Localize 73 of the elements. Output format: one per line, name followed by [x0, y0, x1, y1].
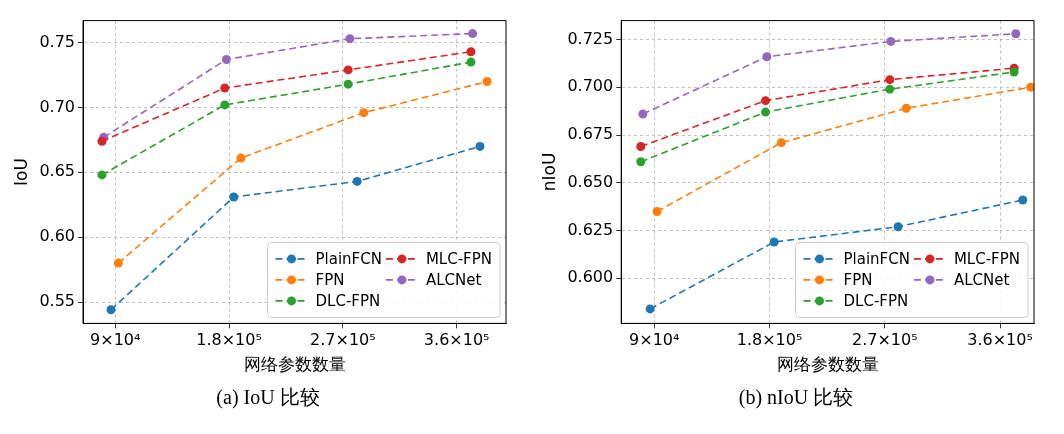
y-axis-title: nIoU: [538, 152, 559, 192]
point: [468, 29, 478, 39]
legend-label: FPN: [315, 270, 345, 289]
point: [893, 222, 903, 232]
x-tick-label: 3.6×10⁵: [967, 330, 1033, 350]
x-tick-label: 3.6×10⁵: [423, 330, 490, 350]
point: [1026, 82, 1034, 92]
point: [482, 77, 492, 87]
y-tick-label: 0.60: [39, 226, 76, 246]
point: [762, 52, 772, 62]
legend-label: MLC-FPN: [425, 249, 493, 268]
y-tick-label: 0.600: [567, 267, 614, 287]
point: [220, 83, 230, 93]
legend-label: ALCNet: [425, 270, 482, 289]
y-tick-label: 0.700: [567, 76, 614, 96]
point: [466, 57, 476, 67]
text: (b) nIoU 比较: [737, 385, 855, 411]
y-tick-label: 0.725: [567, 28, 614, 48]
y-tick-label: 0.55: [39, 291, 76, 311]
point: [475, 141, 485, 151]
y-axis-title: IoU: [10, 158, 31, 186]
point: [236, 153, 246, 163]
legend-label: ALCNet: [953, 270, 1010, 289]
text: (a) IoU 比较: [215, 385, 321, 410]
point: [466, 47, 476, 57]
x-tick-label: 1.8×10⁵: [196, 330, 262, 350]
x-axis-title: 网络参数数量: [776, 354, 879, 375]
legend-label: PlainFCN: [843, 249, 910, 268]
legend-label: DLC-FPN: [843, 291, 909, 310]
x-tick-label: 2.7×10⁵: [851, 330, 918, 350]
point: [343, 79, 353, 89]
legend-label: FPN: [843, 270, 873, 289]
point: [220, 100, 230, 110]
point: [886, 36, 896, 46]
point: [113, 258, 123, 268]
legend-label: DLC-FPN: [315, 291, 381, 310]
point: [1009, 67, 1019, 77]
point: [885, 84, 895, 94]
y-tick-label: 0.650: [567, 171, 614, 191]
point: [343, 65, 353, 75]
point: [1018, 195, 1028, 205]
point: [652, 206, 662, 216]
x-axis-title: 网络参数数量: [243, 354, 346, 375]
point: [97, 136, 107, 146]
point: [106, 305, 116, 315]
x-tick-label: 9×10⁴: [90, 330, 141, 350]
point: [352, 176, 362, 186]
point: [761, 107, 771, 117]
point: [1011, 29, 1021, 39]
point: [221, 55, 231, 64]
point: [769, 237, 779, 247]
point: [636, 142, 646, 151]
legend-label: MLC-FPN: [953, 249, 1021, 268]
point: [636, 157, 646, 167]
point: [645, 304, 655, 314]
point: [97, 170, 107, 180]
point: [638, 109, 648, 119]
point: [776, 138, 786, 148]
y-tick-label: 0.625: [567, 219, 614, 239]
y-tick-label: 0.675: [567, 124, 614, 144]
point: [901, 103, 911, 113]
point: [761, 96, 771, 106]
point: [345, 34, 355, 44]
legend-label: PlainFCN: [315, 249, 382, 268]
x-tick-label: 9×10⁴: [629, 330, 680, 350]
point: [359, 108, 369, 118]
x-tick-label: 1.8×10⁵: [736, 330, 803, 350]
y-tick-label: 0.70: [39, 96, 76, 116]
point: [229, 192, 239, 202]
x-tick-label: 2.7×10⁵: [310, 330, 376, 350]
point: [885, 75, 895, 85]
y-tick-label: 0.65: [39, 161, 76, 181]
y-tick-label: 0.75: [39, 31, 76, 51]
